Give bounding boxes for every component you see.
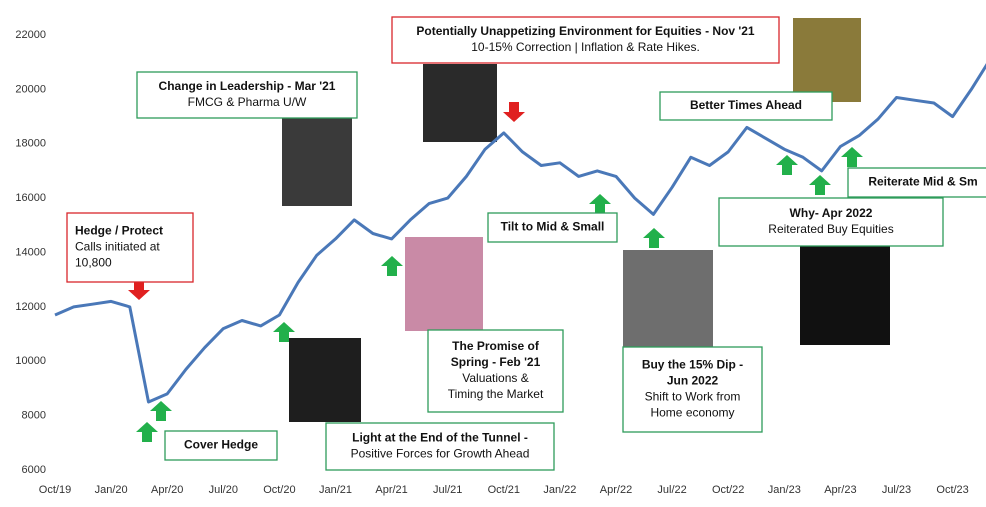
thumbnail <box>405 237 483 331</box>
thumbnail <box>623 250 713 348</box>
x-tick-label: Jul/20 <box>209 484 238 496</box>
up-arrow <box>273 322 295 342</box>
annotation-box <box>487 212 618 243</box>
x-tick-label: Jan/20 <box>95 484 128 496</box>
x-tick-label: Apr/23 <box>824 484 856 496</box>
x-tick-label: Apr/21 <box>375 484 407 496</box>
annotation-box <box>391 16 780 64</box>
data-line <box>54 63 986 404</box>
annotation: The Promise of Spring - Feb '21 Valuations… <box>427 329 564 413</box>
thumbnail <box>800 245 890 345</box>
annotation-text: 10,800 <box>75 256 112 270</box>
annotation-box <box>622 346 763 433</box>
up-arrow <box>841 147 863 167</box>
annotation: Light at the End of the Tunnel - Positive… <box>325 422 555 471</box>
x-tick-label: Oct/20 <box>263 484 295 496</box>
annotation: Tilt to Mid & Small <box>487 212 618 243</box>
x-tick-label: Apr/20 <box>151 484 183 496</box>
y-tick-label: 18000 <box>15 138 46 150</box>
thumbnails <box>282 18 890 422</box>
x-tick-label: Oct/19 <box>39 484 71 496</box>
y-tick-label: 10000 <box>15 355 46 367</box>
annotation-title: Cover Hedge <box>184 438 258 452</box>
annotation-title: Reiterate Mid & Sm <box>868 175 977 189</box>
annotation-title: Why- Apr 2022 <box>790 206 873 220</box>
annotation-box <box>164 430 278 461</box>
annotation-text: Home economy <box>650 406 734 420</box>
annotation-title: Better Times Ahead <box>690 98 802 112</box>
annotation-text: Valuations & <box>462 371 529 385</box>
up-arrow <box>381 256 403 276</box>
annotation-box <box>325 422 555 471</box>
annotation-text: Shift to Work from <box>645 390 741 404</box>
annotation: Why- Apr 2022 Reiterated Buy Equities <box>718 197 944 247</box>
annotation-title: Hedge / Protect <box>75 224 163 238</box>
annotation: Potentially Unappetizing Environment for… <box>391 16 780 64</box>
annotation-title: Change in Leadership - Mar '21 <box>159 79 336 93</box>
annotation-title: Buy the 15% Dip - <box>642 358 743 372</box>
up-arrow <box>136 422 158 442</box>
x-tick-label: Jul/23 <box>882 484 911 496</box>
x-tick-label: Oct/21 <box>488 484 520 496</box>
x-tick-label: Oct/22 <box>712 484 744 496</box>
arrows <box>128 102 863 442</box>
up-arrow <box>589 194 611 214</box>
annotation-title: Light at the End of the Tunnel - <box>352 431 528 445</box>
y-tick-label: 8000 <box>22 410 46 422</box>
annotation-text: FMCG & Pharma U/W <box>188 95 307 109</box>
annotation: Change in Leadership - Mar '21 FMCG & Pha… <box>136 71 358 119</box>
down-arrow <box>128 280 150 300</box>
x-tick-label: Jan/23 <box>768 484 801 496</box>
annotation-text: Calls initiated at <box>75 240 160 254</box>
up-arrow <box>150 401 172 421</box>
y-tick-label: 6000 <box>22 464 46 476</box>
up-arrow <box>643 228 665 248</box>
up-arrow <box>776 155 798 175</box>
y-tick-label: 16000 <box>15 192 46 204</box>
x-tick-label: Jul/21 <box>433 484 462 496</box>
annotation-text: Timing the Market <box>448 387 544 401</box>
annotation-text: Reiterated Buy Equities <box>768 222 893 236</box>
y-tick-label: 22000 <box>15 29 46 41</box>
y-tick-label: 12000 <box>15 301 46 313</box>
annotation: Reiterate Mid & Sm <box>847 167 986 198</box>
x-tick-label: Jul/22 <box>657 484 686 496</box>
annotation-box <box>136 71 358 119</box>
annotation: Buy the 15% Dip - Jun 2022 Shift to Work f… <box>622 346 763 433</box>
annotation-title: Tilt to Mid & Small <box>501 220 605 234</box>
annotation-box <box>718 197 944 247</box>
annotation: Cover Hedge <box>164 430 278 461</box>
y-tick-label: 20000 <box>15 83 46 95</box>
annotation-title: Potentially Unappetizing Environment for… <box>416 24 755 38</box>
thumbnail <box>282 118 352 206</box>
x-tick-label: Jan/22 <box>543 484 576 496</box>
y-tick-label: 14000 <box>15 246 46 258</box>
thumbnail <box>793 18 861 102</box>
annotation-text: 10-15% Correction | Inflation & Rate Hik… <box>471 40 700 54</box>
annotation: Hedge / Protect Calls initiated at 10,800 <box>66 212 194 283</box>
annotation-box <box>427 329 564 413</box>
thumbnail <box>423 64 497 142</box>
annotation-title: Spring - Feb '21 <box>451 355 541 369</box>
thumbnail <box>289 338 361 422</box>
x-tick-label: Apr/22 <box>600 484 632 496</box>
annotation-box <box>659 91 833 121</box>
up-arrow <box>809 175 831 195</box>
down-arrow <box>503 102 525 122</box>
x-tick-label: Jan/21 <box>319 484 352 496</box>
annotation-text: Positive Forces for Growth Ahead <box>351 447 530 461</box>
annotation: Better Times Ahead <box>659 91 833 121</box>
annotation-box <box>66 212 194 283</box>
annotation-box <box>847 167 986 198</box>
annotation-title: Jun 2022 <box>667 374 719 388</box>
x-tick-label: Oct/23 <box>936 484 968 496</box>
annotation-title: The Promise of <box>452 339 540 353</box>
